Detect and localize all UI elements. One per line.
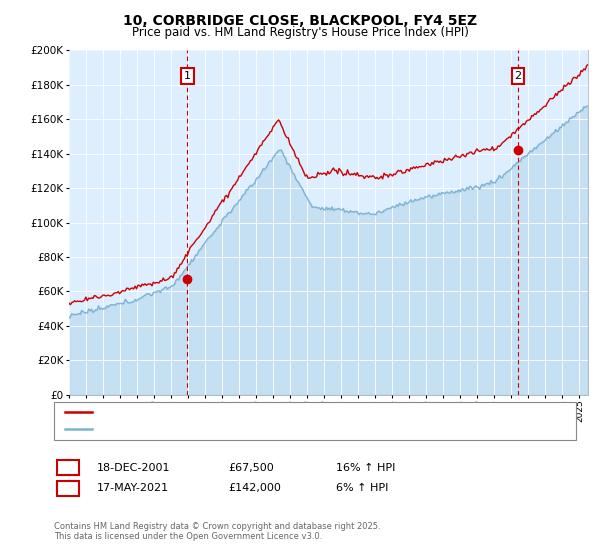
- Text: HPI: Average price, semi-detached house, Blackpool: HPI: Average price, semi-detached house,…: [97, 424, 352, 435]
- Text: 1: 1: [184, 71, 191, 81]
- Text: 2: 2: [64, 482, 71, 495]
- Text: 1: 1: [64, 461, 71, 474]
- Text: Price paid vs. HM Land Registry's House Price Index (HPI): Price paid vs. HM Land Registry's House …: [131, 26, 469, 39]
- Text: 17-MAY-2021: 17-MAY-2021: [97, 483, 169, 493]
- Text: 16% ↑ HPI: 16% ↑ HPI: [336, 463, 395, 473]
- Text: 10, CORBRIDGE CLOSE, BLACKPOOL, FY4 5EZ: 10, CORBRIDGE CLOSE, BLACKPOOL, FY4 5EZ: [123, 14, 477, 28]
- Text: Contains HM Land Registry data © Crown copyright and database right 2025.
This d: Contains HM Land Registry data © Crown c…: [54, 522, 380, 542]
- Text: 10, CORBRIDGE CLOSE, BLACKPOOL, FY4 5EZ (semi-detached house): 10, CORBRIDGE CLOSE, BLACKPOOL, FY4 5EZ …: [97, 407, 436, 417]
- Text: 2: 2: [514, 71, 521, 81]
- Text: 18-DEC-2001: 18-DEC-2001: [97, 463, 170, 473]
- Text: £142,000: £142,000: [228, 483, 281, 493]
- Text: £67,500: £67,500: [228, 463, 274, 473]
- Text: 6% ↑ HPI: 6% ↑ HPI: [336, 483, 388, 493]
